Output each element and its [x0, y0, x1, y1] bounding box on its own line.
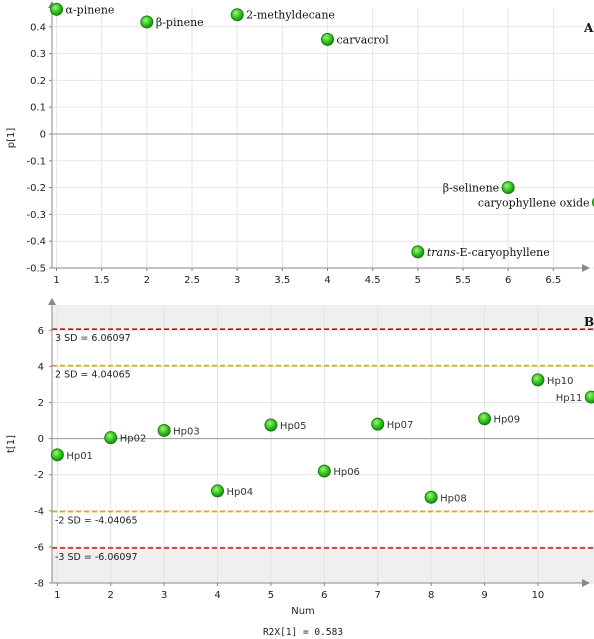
r2x-footer: R2X[1] = 0.583	[263, 627, 343, 638]
data-point	[50, 2, 64, 16]
y-tick-label: -0.5	[26, 264, 46, 275]
data-point	[50, 448, 64, 462]
data-point	[424, 490, 438, 504]
data-point	[264, 418, 278, 432]
y-tick-label: 0.1	[30, 103, 46, 114]
y-tick-label: 4	[38, 362, 44, 373]
x-tick-label: 6.5	[545, 275, 561, 286]
x-axis-arrow	[582, 579, 590, 587]
x-tick-label: 9	[481, 590, 487, 601]
y-tick-label: -4	[34, 506, 44, 517]
data-label: Hp06	[333, 467, 360, 478]
data-point	[317, 464, 331, 478]
x-axis-arrow	[582, 264, 590, 272]
y-tick-label: 6	[38, 326, 44, 337]
y-axis-arrow	[48, 298, 56, 305]
y-tick-label: -0.1	[26, 156, 46, 167]
y-tick-label: -0.3	[26, 210, 46, 221]
x-tick-label: 2	[144, 275, 150, 286]
x-tick-label: 2.5	[184, 275, 200, 286]
data-label: Hp03	[173, 426, 200, 437]
data-label: Hp09	[494, 415, 521, 426]
x-tick-label: 8	[428, 590, 434, 601]
x-tick-label: 10	[532, 590, 545, 601]
sd-label: -3 SD = -6.06097	[55, 552, 138, 563]
data-point	[531, 373, 545, 387]
x-tick-label: 3	[161, 590, 167, 601]
y-tick-label: -2	[34, 470, 44, 481]
chart-panel-b: 3 SD = 6.06097 2 SD = 4.04065 -2 SD = -4.0…	[6, 298, 594, 638]
data-label: 2-methyldecane	[246, 9, 335, 22]
plot-area-a	[52, 8, 594, 268]
x-tick-label: 4.5	[365, 275, 381, 286]
y-tick-label: -8	[34, 579, 44, 590]
y-tick-label: 2	[38, 398, 44, 409]
y-axis-label: p[1]	[6, 128, 17, 149]
data-point	[140, 15, 154, 29]
sd-label: 2 SD = 4.04065	[55, 370, 131, 381]
data-label: Hp10	[547, 376, 574, 387]
data-label: Hp01	[66, 451, 93, 462]
data-point	[104, 431, 118, 445]
data-label: trans-E-caryophyllene	[427, 246, 550, 259]
x-tick-label: 4	[324, 275, 330, 286]
x-tick-label: 1	[54, 590, 60, 601]
x-tick-label: 3.5	[274, 275, 290, 286]
data-label: Hp08	[440, 493, 467, 504]
y-tick-label: 0.4	[30, 22, 46, 33]
y-tick-label: 0	[40, 129, 46, 140]
x-tick-label: 5	[415, 275, 421, 286]
data-point	[230, 8, 244, 22]
data-point	[584, 390, 594, 404]
y-axis-label: t[1]	[6, 435, 17, 453]
data-label-italic: trans	[427, 246, 456, 259]
y-tick-label: 0	[38, 434, 44, 445]
y-tick-label: -0.2	[26, 183, 46, 194]
lower-band	[52, 547, 594, 583]
y-tick-label: 0.3	[30, 49, 46, 60]
data-point	[501, 181, 515, 195]
data-point	[371, 417, 385, 431]
data-point	[157, 423, 171, 437]
x-tick-label: 7	[375, 590, 381, 601]
data-point	[321, 32, 335, 46]
x-tick-label: 3	[234, 275, 240, 286]
x-tick-label: 1.5	[94, 275, 110, 286]
panel-label-b: B	[584, 315, 594, 329]
data-label: Hp04	[227, 487, 254, 498]
x-tick-label: 6	[505, 275, 511, 286]
data-label: Hp11	[556, 393, 583, 404]
x-tick-label: 6	[321, 590, 327, 601]
x-tick-label: 1	[53, 275, 59, 286]
sd-label: -2 SD = -4.04065	[55, 516, 138, 527]
data-label: carvacrol	[337, 33, 390, 46]
upper-band	[52, 305, 594, 330]
y-tick-label: -0.4	[26, 237, 46, 248]
y-tick-label: 0.2	[30, 76, 46, 87]
y-tick-label: -6	[34, 542, 44, 553]
data-label: β-pinene	[156, 16, 204, 29]
plot-area-b	[52, 305, 594, 583]
data-label: Hp07	[387, 420, 414, 431]
x-axis-label: Num	[291, 606, 315, 617]
chart-panel-a: 0.4 0.3 0.2 0.1 0 -0.1 -0.2 -0.3 -0.4 -0.5 1 1.5 2 2.…	[6, 1, 594, 286]
data-point	[211, 484, 225, 498]
data-label: Hp05	[280, 421, 307, 432]
x-tick-label: 4	[214, 590, 220, 601]
data-label-rest: -E-caryophyllene	[456, 246, 550, 259]
x-tick-label: 5.5	[455, 275, 471, 286]
data-label: caryophyllene oxide	[478, 196, 590, 209]
panel-label-a: A	[583, 21, 594, 35]
x-tick-label: 2	[108, 590, 114, 601]
data-point	[478, 412, 492, 426]
data-label: β-selinene	[443, 182, 499, 195]
data-point	[411, 245, 425, 259]
x-tick-label: 5	[268, 590, 274, 601]
sd-label: 3 SD = 6.06097	[55, 333, 131, 344]
data-label: Hp02	[120, 434, 147, 445]
data-label: α-pinene	[66, 3, 115, 16]
